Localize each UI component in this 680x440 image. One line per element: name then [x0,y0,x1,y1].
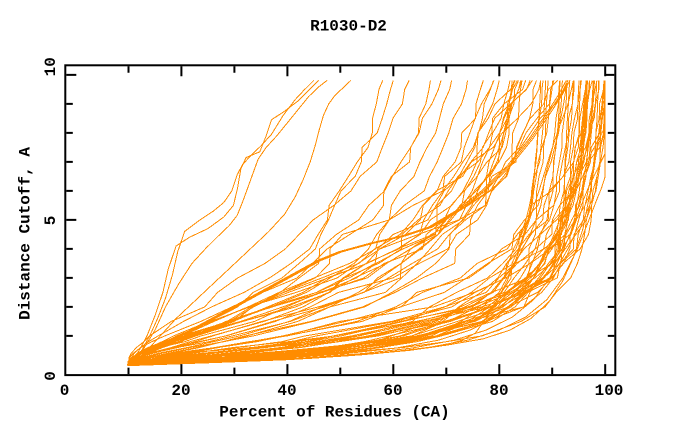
svg-text:R1030-D2: R1030-D2 [310,18,387,36]
svg-text:20: 20 [171,382,190,400]
svg-text:Percent of Residues (CA): Percent of Residues (CA) [219,404,449,422]
svg-text:10: 10 [42,57,60,76]
svg-text:60: 60 [383,382,402,400]
svg-text:40: 40 [277,382,296,400]
svg-text:Distance Cutoff, A: Distance Cutoff, A [17,147,35,320]
svg-text:100: 100 [595,382,624,400]
svg-text:0: 0 [42,371,60,381]
svg-text:5: 5 [42,216,60,226]
svg-text:80: 80 [489,382,508,400]
svg-text:0: 0 [60,382,70,400]
